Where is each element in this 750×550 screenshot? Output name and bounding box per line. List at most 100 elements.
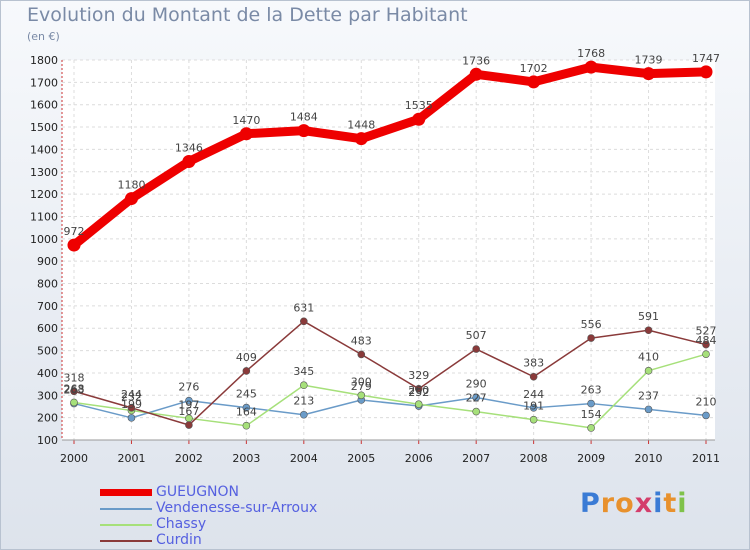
data-label: 167	[178, 405, 199, 418]
y-tick-label: 800	[37, 278, 58, 291]
data-label: 972	[64, 225, 85, 238]
data-point	[242, 367, 251, 375]
x-tick-label: 2000	[60, 452, 88, 465]
data-label: 164	[236, 406, 257, 419]
data-point	[472, 393, 480, 402]
data-label: 268	[64, 382, 85, 395]
logo-letter: t	[663, 488, 678, 519]
data-label: 260	[408, 384, 429, 397]
data-point	[529, 415, 538, 424]
y-tick-label: 700	[37, 300, 58, 313]
y-tick-label: 1700	[30, 76, 58, 89]
data-point	[699, 65, 713, 79]
data-label: 263	[64, 384, 85, 397]
y-tick-label: 600	[37, 322, 58, 335]
data-point	[412, 112, 426, 126]
data-label: 1484	[290, 111, 318, 124]
y-tick-label: 1200	[30, 188, 58, 201]
x-tick-label: 2001	[117, 452, 145, 465]
data-point	[702, 340, 710, 349]
legend-swatch	[100, 489, 152, 496]
data-point	[354, 132, 368, 146]
data-label: 483	[351, 334, 372, 347]
data-point	[127, 414, 136, 422]
legend-label: Chassy	[156, 516, 207, 532]
logo-letter: o	[615, 488, 635, 519]
data-point	[182, 154, 196, 168]
y-tick-label: 900	[37, 255, 58, 268]
data-label: 245	[236, 388, 257, 401]
y-tick-label: 1000	[30, 233, 58, 246]
data-label: 484	[696, 334, 717, 347]
data-label: 199	[121, 398, 142, 411]
data-point	[414, 385, 423, 393]
legend-label: Curdin	[156, 532, 202, 548]
data-point	[527, 75, 541, 89]
y-tick-label: 400	[37, 367, 58, 380]
data-label: 290	[466, 378, 487, 391]
chart-subtitle: (en €)	[27, 30, 60, 43]
data-label: 154	[581, 408, 602, 421]
data-label: 345	[293, 365, 314, 378]
data-label: 300	[351, 375, 372, 388]
y-tick-label: 100	[37, 434, 58, 447]
data-point	[242, 421, 251, 430]
data-point	[644, 405, 653, 414]
data-point	[587, 424, 595, 432]
x-tick-label: 2005	[347, 452, 375, 465]
data-point	[702, 350, 710, 358]
data-point	[584, 60, 598, 74]
x-tick-label: 2003	[232, 452, 260, 465]
data-point	[67, 238, 81, 252]
data-label: 1535	[405, 99, 433, 112]
logo-letter: P	[580, 488, 601, 519]
data-label: 213	[293, 395, 314, 408]
data-label: 191	[523, 400, 544, 413]
y-tick-label: 1300	[30, 166, 58, 179]
x-tick-label: 2007	[462, 452, 490, 465]
data-label: 409	[236, 351, 257, 364]
chart-title: Evolution du Montant de la Dette par Hab…	[27, 4, 468, 26]
data-label: 197	[178, 398, 199, 411]
data-point	[300, 317, 308, 326]
data-label: 1768	[577, 47, 605, 60]
data-label: 276	[178, 381, 199, 394]
data-label: 263	[581, 384, 602, 397]
data-label: 527	[696, 325, 717, 338]
data-point	[529, 404, 538, 412]
plot-area	[62, 60, 715, 440]
data-label: 329	[408, 369, 429, 382]
data-point	[529, 372, 538, 381]
data-point	[414, 400, 423, 409]
data-label: 1736	[462, 54, 490, 67]
x-tick-label: 2002	[175, 452, 203, 465]
data-point	[70, 398, 78, 407]
data-label: 507	[466, 329, 487, 342]
data-label: 591	[638, 310, 659, 323]
data-label: 232	[121, 390, 142, 403]
data-point	[124, 192, 138, 206]
series-line-3	[73, 320, 707, 426]
data-point	[644, 366, 653, 375]
x-tick-label: 2009	[577, 452, 605, 465]
data-label: 1747	[692, 52, 720, 65]
legend-swatch	[100, 540, 152, 542]
data-point	[242, 403, 251, 412]
data-point	[300, 410, 308, 419]
data-point	[357, 391, 366, 400]
data-label: 410	[638, 351, 659, 364]
data-point	[472, 407, 480, 416]
data-label: 631	[293, 301, 314, 314]
data-point	[185, 421, 193, 429]
data-point	[357, 350, 366, 359]
data-point	[127, 404, 136, 412]
data-label: 279	[351, 380, 372, 393]
data-point	[185, 396, 193, 405]
y-tick-label: 200	[37, 412, 58, 425]
series-line-1	[73, 396, 707, 419]
data-point	[297, 124, 311, 138]
logo-letter: r	[600, 488, 616, 519]
data-label: 244	[523, 388, 544, 401]
data-point	[644, 326, 653, 335]
series-line-0	[69, 62, 711, 250]
